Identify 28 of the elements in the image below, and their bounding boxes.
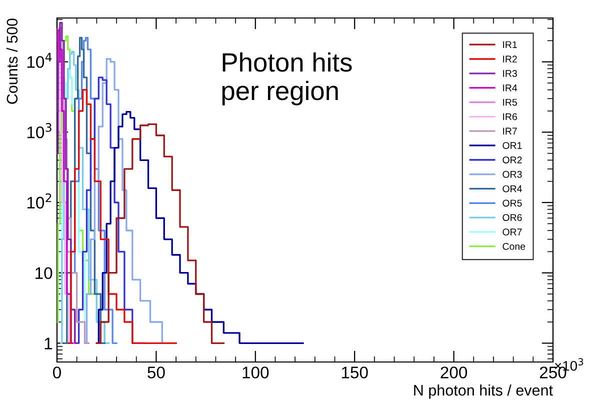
legend-label: OR7 (502, 228, 522, 236)
legend-label: IR4 (503, 84, 518, 92)
legend-label: OR1 (502, 142, 522, 149)
legend-label: IR6 (503, 113, 517, 120)
legend-label: IR7 (503, 128, 517, 134)
legend-label: IR5 (503, 98, 517, 106)
legend-label: OR4 (502, 185, 522, 192)
y-tick-label: 10 (36, 267, 52, 280)
x-tick-label: 100 (242, 366, 269, 378)
legend-label: OR3 (502, 170, 522, 178)
x-tick-label: 200 (440, 366, 468, 378)
x-tick-label: 150 (342, 366, 368, 378)
y-tick-label: 10$^{4}$ (27, 52, 52, 68)
legend-label: OR6 (502, 214, 522, 222)
legend-label: OR2 (502, 156, 522, 164)
x-tick-label: 50 (148, 366, 165, 378)
annotation: Photon hits per region (222, 52, 352, 106)
x-axis-title: N photon hits / event (414, 384, 553, 399)
legend-label: IR1 (503, 41, 517, 48)
y-tick-label: 1 (44, 338, 52, 350)
y-axis-title: Counts / 500 (6, 18, 18, 104)
legend-label: Cone (502, 242, 526, 250)
legend-label: IR2 (503, 56, 517, 62)
y-tick-label: 10$^{3}$ (27, 123, 52, 138)
legend-label: OR5 (502, 200, 522, 207)
legend-label: IR3 (503, 70, 517, 77)
y-tick-label: 10$^{2}$ (27, 193, 52, 209)
x-tick-label: 0 (53, 366, 61, 378)
